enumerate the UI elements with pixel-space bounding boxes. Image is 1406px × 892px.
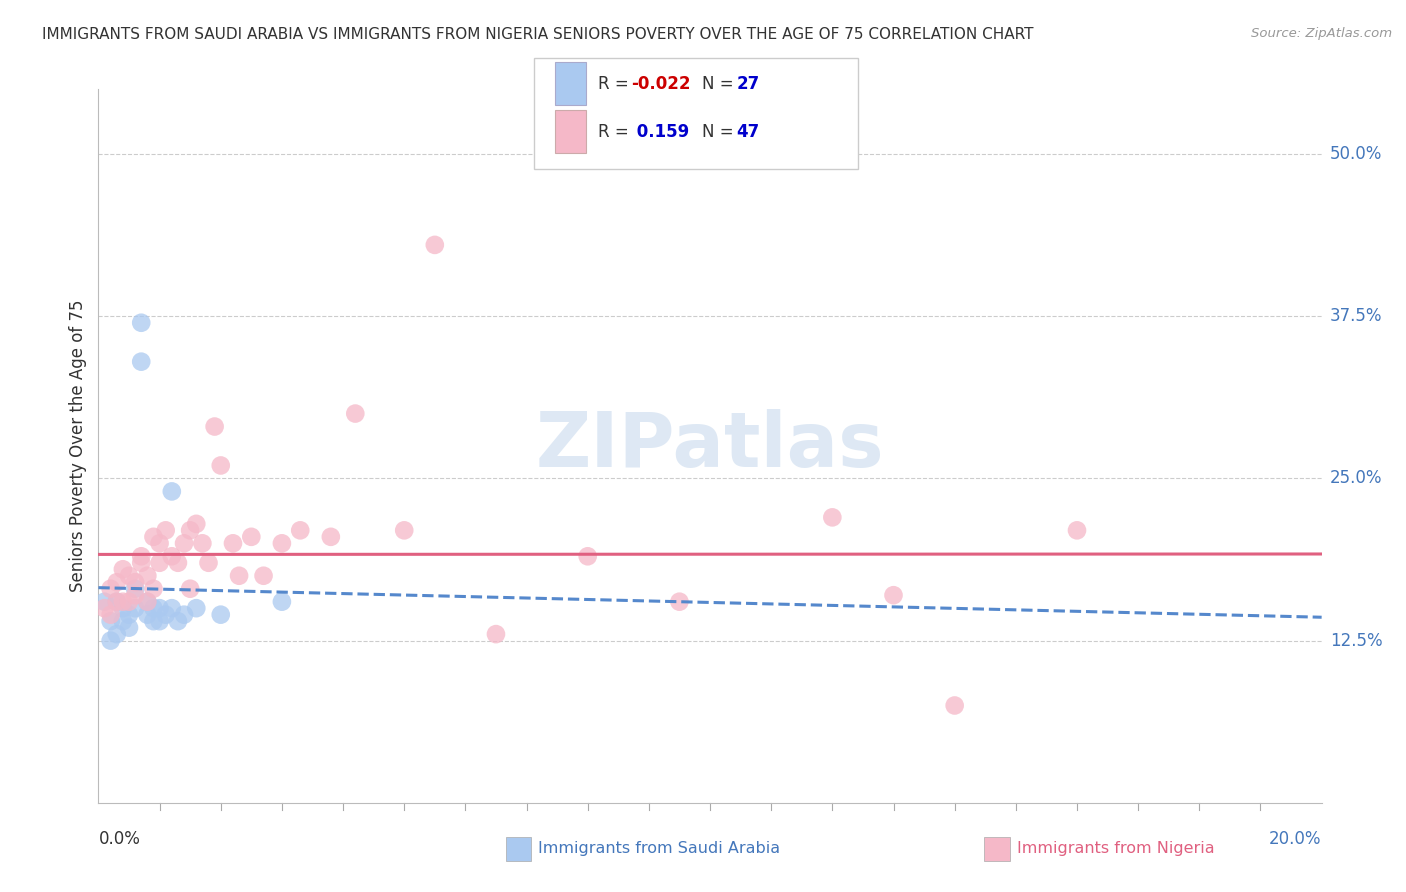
Point: [118, 621, 141, 635]
Text: 50.0%: 50.0%: [1330, 145, 1382, 163]
Point: [179, 582, 201, 596]
Point: [129, 316, 152, 330]
Point: [160, 549, 183, 564]
Point: [1066, 524, 1088, 538]
Point: [186, 601, 208, 615]
Point: [136, 595, 159, 609]
Point: [111, 562, 134, 576]
Text: R =: R =: [598, 75, 634, 93]
Point: [142, 601, 165, 615]
Point: [93, 601, 115, 615]
Point: [160, 484, 183, 499]
Text: IMMIGRANTS FROM SAUDI ARABIA VS IMMIGRANTS FROM NIGERIA SENIORS POVERTY OVER THE: IMMIGRANTS FROM SAUDI ARABIA VS IMMIGRAN…: [42, 27, 1033, 42]
Point: [129, 556, 152, 570]
Point: [136, 595, 159, 609]
Point: [105, 595, 128, 609]
Point: [186, 516, 208, 531]
Point: [100, 607, 122, 622]
Point: [149, 556, 172, 570]
Text: 25.0%: 25.0%: [1330, 469, 1382, 487]
Text: 20.0%: 20.0%: [1270, 830, 1322, 847]
Point: [118, 607, 141, 622]
Point: [111, 601, 134, 615]
Text: R =: R =: [598, 123, 634, 141]
Point: [576, 549, 599, 564]
Point: [105, 575, 128, 590]
Text: 0.0%: 0.0%: [98, 830, 141, 847]
Point: [124, 588, 146, 602]
Text: 37.5%: 37.5%: [1330, 307, 1382, 326]
Point: [319, 530, 342, 544]
Point: [136, 607, 159, 622]
Point: [129, 354, 152, 368]
Point: [124, 582, 146, 596]
Text: N =: N =: [702, 75, 738, 93]
Point: [179, 524, 201, 538]
Point: [883, 588, 905, 602]
Point: [129, 549, 152, 564]
Point: [118, 568, 141, 582]
Point: [100, 633, 122, 648]
Point: [209, 458, 232, 473]
Point: [160, 601, 183, 615]
Point: [821, 510, 844, 524]
Point: [136, 568, 159, 582]
Text: 0.159: 0.159: [631, 123, 689, 141]
Point: [485, 627, 508, 641]
Point: [100, 614, 122, 628]
Point: [155, 607, 177, 622]
Point: [191, 536, 214, 550]
Point: [111, 614, 134, 628]
Point: [173, 607, 195, 622]
Point: [105, 627, 128, 641]
Point: [93, 595, 115, 609]
Point: [943, 698, 966, 713]
Point: [142, 582, 165, 596]
Point: [118, 595, 141, 609]
Point: [209, 607, 232, 622]
Text: 47: 47: [737, 123, 761, 141]
Point: [240, 530, 263, 544]
Text: Source: ZipAtlas.com: Source: ZipAtlas.com: [1251, 27, 1392, 40]
Point: [155, 524, 177, 538]
Point: [392, 524, 416, 538]
Point: [197, 556, 219, 570]
Point: [100, 582, 122, 596]
Point: [290, 524, 312, 538]
Point: [149, 614, 172, 628]
Point: [344, 407, 367, 421]
Point: [270, 595, 292, 609]
Point: [111, 595, 134, 609]
Text: 27: 27: [737, 75, 761, 93]
Point: [124, 601, 146, 615]
Point: [270, 536, 292, 550]
Text: Immigrants from Saudi Arabia: Immigrants from Saudi Arabia: [538, 841, 780, 856]
Point: [423, 238, 446, 252]
Point: [167, 614, 190, 628]
Point: [142, 530, 165, 544]
Text: Immigrants from Nigeria: Immigrants from Nigeria: [1017, 841, 1215, 856]
Text: N =: N =: [702, 123, 738, 141]
Point: [173, 536, 195, 550]
Point: [222, 536, 245, 550]
Text: ZIPatlas: ZIPatlas: [536, 409, 884, 483]
Point: [668, 595, 690, 609]
Y-axis label: Seniors Poverty Over the Age of 75: Seniors Poverty Over the Age of 75: [69, 300, 87, 592]
Point: [142, 614, 165, 628]
Point: [105, 595, 128, 609]
Point: [149, 601, 172, 615]
Text: 12.5%: 12.5%: [1330, 632, 1382, 649]
Point: [167, 556, 190, 570]
Point: [149, 536, 172, 550]
Point: [252, 568, 274, 582]
Point: [124, 575, 146, 590]
Point: [204, 419, 226, 434]
Point: [228, 568, 250, 582]
Text: -0.022: -0.022: [631, 75, 690, 93]
